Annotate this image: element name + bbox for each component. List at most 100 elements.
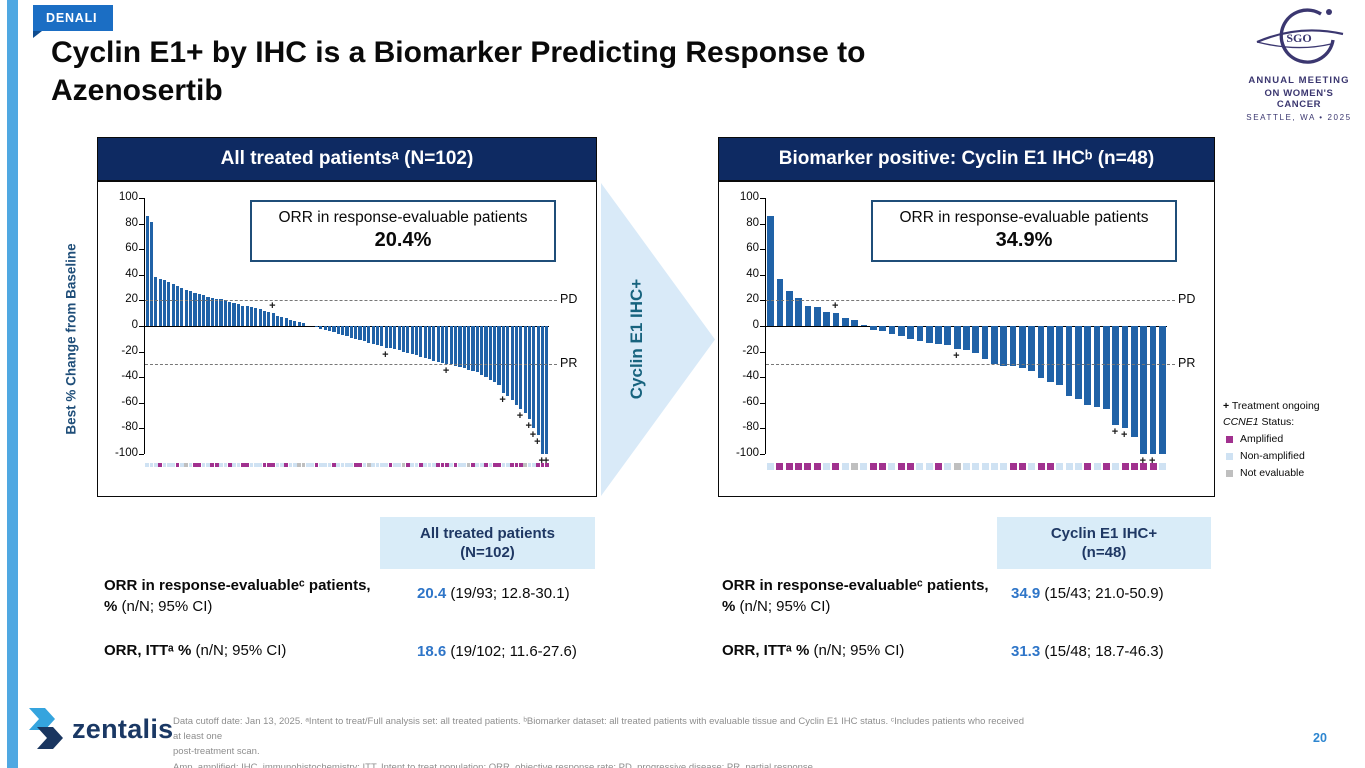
ccne1-status-square [319,463,323,467]
waterfall-bar [414,326,419,356]
waterfall-bar [851,319,858,326]
waterfall-bar [458,326,462,367]
threshold-line-pr [766,364,1175,366]
ccne1-status-square [981,463,989,470]
ccne1-status-square [175,463,180,467]
zentalis-mark-icon [29,708,63,749]
ccne1-status-square [271,463,275,467]
ccne1-status-square [1158,463,1166,470]
y-tick-mark [139,223,144,225]
ccne1-status-square [293,463,297,467]
y-axis-line [144,198,145,454]
ccne1-status-square [332,463,336,467]
waterfall-bar [1037,326,1045,379]
treatment-ongoing-marker: + [538,455,545,467]
ccne1-status-square [813,463,821,470]
ccne1-status-square [510,463,514,467]
ccne1-status-square [1065,463,1073,470]
ccne1-status-square [214,463,219,467]
y-tick-mark [139,351,144,353]
gene-name: CCNE1 [1223,416,1259,428]
y-tick-label: 0 [752,319,759,331]
waterfall-bar [1009,326,1017,366]
waterfall-bar [471,326,475,371]
waterfall-bar [401,326,406,352]
ccne1-status-square [427,463,432,467]
waterfall-bar [193,292,197,326]
waterfall-bar [767,215,774,326]
waterfall-bar [167,282,171,326]
ccne1-status-square [466,463,471,467]
y-tick-mark [760,274,765,276]
table-row-value: 34.9 (15/43; 21.0-50.9) [1011,585,1164,602]
ccne1-status-square [440,463,445,467]
waterfall-bar [388,326,392,348]
ccne1-status-square [449,463,454,467]
orr-label: ORR in response-evaluable patients [899,209,1149,226]
waterfall-bar [488,326,492,380]
waterfall-bar [869,326,877,330]
treatment-ongoing-marker: + [1111,425,1119,438]
y-tick-label: -100 [735,447,759,459]
waterfall-bar [180,287,184,326]
waterfall-bar [935,326,942,344]
threshold-label-pr: PR [1178,356,1196,371]
ccne1-status-square [232,463,236,467]
waterfall-bar [293,320,297,326]
ccne1-status-square [419,463,423,467]
ccne1-status-square [527,463,532,467]
waterfall-bar [963,326,970,351]
threshold-label-pd: PD [1178,292,1196,307]
ccne1-status-square [925,463,933,470]
ccne1-status-square [540,463,545,467]
threshold-label-pr: PR [560,356,578,371]
waterfall-bar [1084,326,1092,406]
ccne1-status-square [340,463,345,467]
ccne1-status-square [301,463,306,467]
waterfall-chart-all-treated: + + + + + + + + + + ORR in response-evaluable pat… [97,181,597,497]
table-header-line1: Cyclin E1 IHC+ [1050,524,1158,542]
waterfall-bar [436,326,440,362]
y-tick-label: 0 [131,319,138,331]
table-header-cyclin-e1: Cyclin E1 IHC+ (n=48) [997,517,1211,569]
treatment-ongoing-marker: + [525,420,532,433]
ccne1-status-square [149,463,154,467]
ccne1-status-square [314,463,319,467]
footnote-line: Amp, amplified; IHC, immunohistochemistr… [173,761,816,768]
waterfall-bar [841,318,849,326]
ccne1-status-square [297,463,302,467]
waterfall-bar [423,326,427,358]
y-tick-label: -80 [742,421,759,434]
ccne1-status-square [518,463,523,467]
waterfall-bar [345,326,349,337]
waterfall-bar [907,326,914,339]
ccne1-status-square [514,463,519,467]
table-row-label: ORR in response-evaluableᶜ patients, % (… [722,577,989,615]
waterfall-bar [228,301,232,326]
waterfall-bar [332,326,336,333]
waterfall-bar [888,326,896,334]
ccne1-status-square [767,463,775,470]
ccne1-status-square [245,463,249,467]
waterfall-bar [354,326,358,339]
waterfall-bar [813,306,821,326]
treatment-ongoing-marker: + [831,300,839,313]
legend-item-label: Amplified [1240,433,1284,445]
treatment-ongoing-marker: + [542,455,550,467]
y-tick-mark [139,377,144,379]
ccne1-status-square [1074,463,1082,470]
waterfall-bar [427,326,432,360]
ccne1-status-square [1046,463,1054,470]
ccne1-status-square [505,463,510,467]
waterfall-bar [406,326,410,353]
treatment-ongoing-marker: + [534,435,541,448]
y-tick-label: -100 [114,447,138,459]
legend-item-label: Non-amplified [1240,450,1305,462]
ccne1-status-square [371,463,375,467]
threshold-line-pr [145,364,557,366]
waterfall-bar [514,326,518,406]
waterfall-bar [236,304,240,326]
waterfall-bar [991,326,998,365]
ccne1-status-square [531,463,536,467]
waterfall-bar [349,326,353,338]
